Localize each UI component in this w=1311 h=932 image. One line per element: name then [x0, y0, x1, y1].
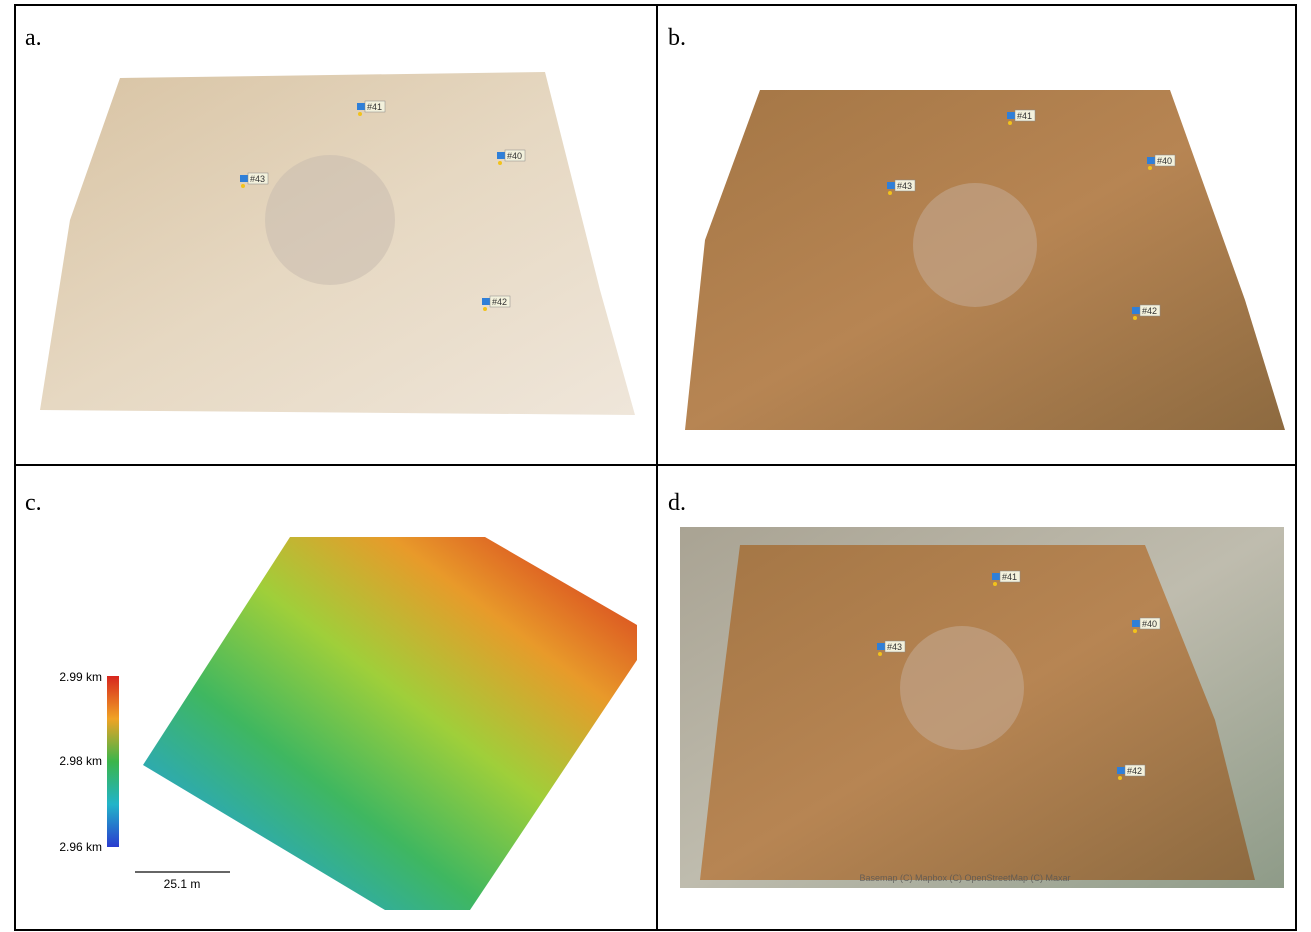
marker-flag	[1117, 767, 1125, 774]
marker-label: #40	[1157, 156, 1172, 166]
marker-label: #43	[887, 642, 902, 652]
overlay-circle	[265, 155, 395, 285]
colorbar-label: 2.99 km	[59, 670, 102, 684]
marker-flag	[482, 298, 490, 305]
marker-flag	[497, 152, 505, 159]
marker-dot	[1118, 776, 1122, 780]
colorbar-label: 2.96 km	[59, 840, 102, 854]
marker-flag	[1132, 307, 1140, 314]
marker-label: #41	[1017, 111, 1032, 121]
marker-label: #40	[507, 151, 522, 161]
panel-label: b.	[668, 25, 686, 51]
marker-dot	[483, 307, 487, 311]
marker-flag	[992, 573, 1000, 580]
marker-flag	[357, 103, 365, 110]
marker-label: #43	[250, 174, 265, 184]
marker-label: #41	[367, 102, 382, 112]
marker-dot	[1133, 316, 1137, 320]
figure: a. #41 #40 #43 #42 b. #41 #40 #43 #42 c. 2.99 km 2.9…	[0, 0, 1311, 932]
dem	[143, 537, 637, 910]
overlay-circle	[900, 626, 1024, 750]
marker-flag	[1007, 112, 1015, 119]
marker-dot	[241, 184, 245, 188]
marker-dot	[1148, 166, 1152, 170]
marker-dot	[888, 191, 892, 195]
marker-label: #41	[1002, 572, 1017, 582]
marker-flag	[1132, 620, 1140, 627]
overlay-circle	[913, 183, 1037, 307]
panel-label: a.	[25, 25, 42, 51]
attribution: Basemap (C) Mapbox (C) OpenStreetMap (C)…	[859, 873, 1070, 883]
scale-label: 25.1 m	[164, 877, 201, 891]
marker-label: #42	[1127, 766, 1142, 776]
panel-label: c.	[25, 490, 42, 516]
marker-dot	[993, 582, 997, 586]
marker-dot	[498, 161, 502, 165]
marker-label: #40	[1142, 619, 1157, 629]
panel-label: d.	[668, 490, 686, 516]
marker-dot	[358, 112, 362, 116]
marker-dot	[1133, 629, 1137, 633]
marker-label: #43	[897, 181, 912, 191]
marker-flag	[877, 643, 885, 650]
marker-flag	[1147, 157, 1155, 164]
marker-label: #42	[492, 297, 507, 307]
marker-dot	[878, 652, 882, 656]
colorbar-label: 2.98 km	[59, 754, 102, 768]
colorbar	[107, 676, 119, 847]
marker-flag	[240, 175, 248, 182]
marker-label: #42	[1142, 306, 1157, 316]
marker-flag	[887, 182, 895, 189]
marker-dot	[1008, 121, 1012, 125]
